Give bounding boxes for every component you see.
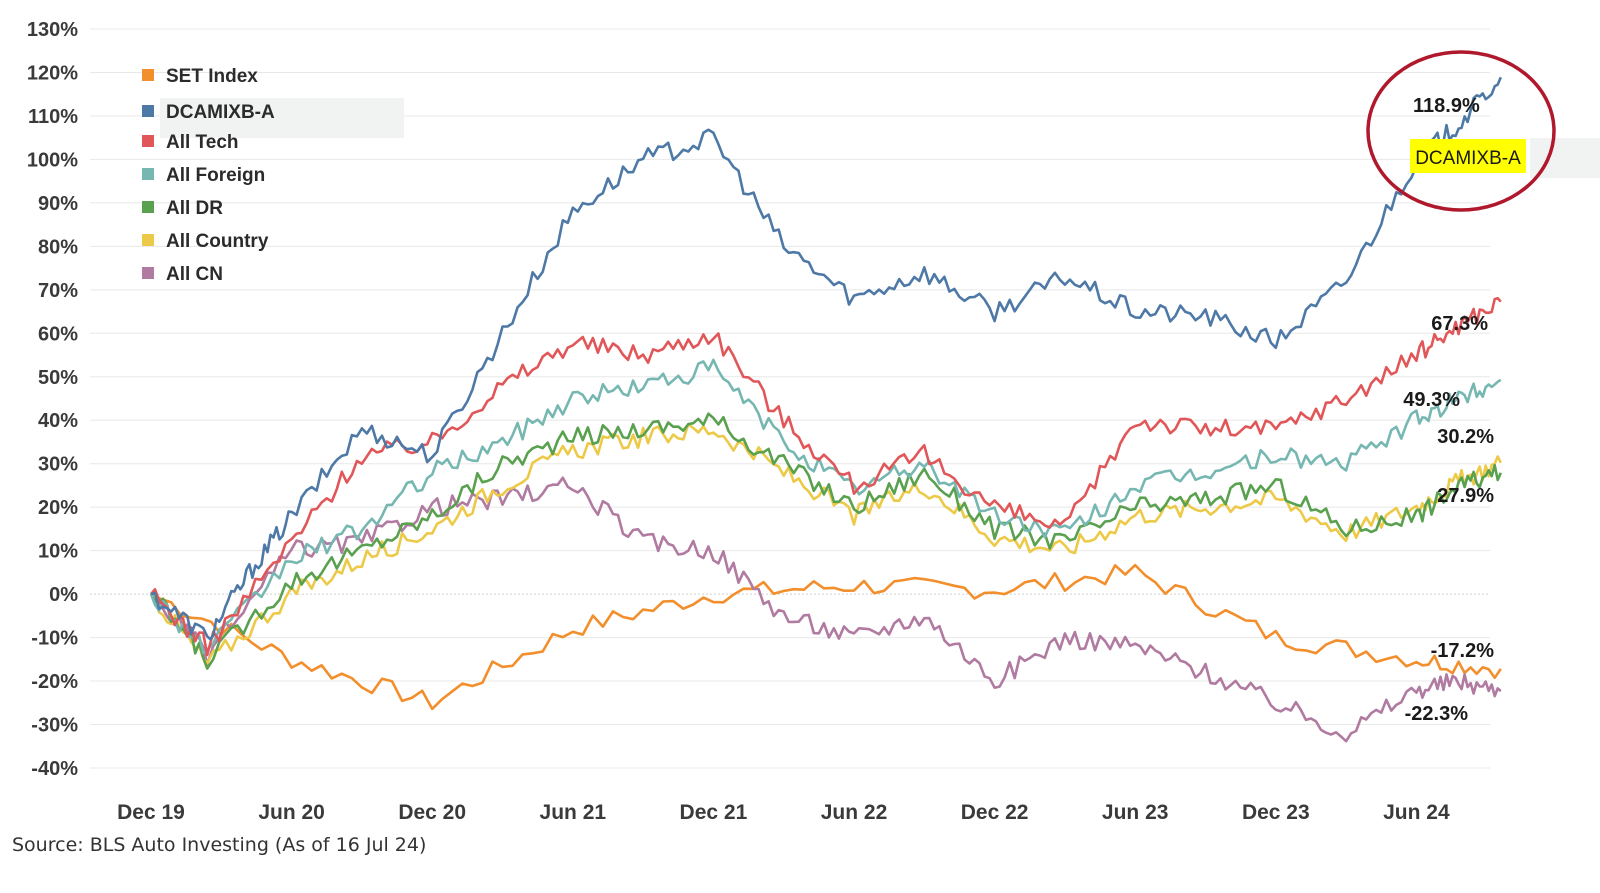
x-tick-label: Dec 19 [117, 801, 185, 824]
x-tick-label: Dec 22 [961, 801, 1029, 824]
series-line-all-dr [149, 412, 1502, 670]
x-tick-label: Jun 21 [540, 801, 607, 824]
legend-swatch [142, 267, 154, 279]
legend-label: All DR [166, 198, 223, 219]
legend-label: All Country [166, 231, 269, 252]
legend: SET Index DCAMIXB-A All Tech All Foreign All… [142, 66, 404, 285]
y-axis-ticks: 130% 120% 110% 100% 90% 80% 70% 60% 50% 40% 30% 20%… [27, 19, 78, 780]
series-line-dcamixb-a [150, 76, 1502, 641]
y-tick-label: 120% [27, 62, 78, 84]
y-tick-label: 80% [38, 236, 78, 258]
x-tick-label: Dec 23 [1242, 801, 1310, 824]
x-tick-label: Jun 23 [1102, 801, 1169, 824]
series-lines [149, 76, 1502, 743]
x-axis-ticks: Dec 19 Jun 20 Dec 20 Jun 21 Dec 21 Jun 22 Dec … [117, 801, 1450, 824]
y-tick-label: 0% [49, 584, 78, 606]
end-label: 49.3% [1403, 389, 1460, 411]
legend-label: All Foreign [166, 165, 265, 186]
legend-swatch [142, 201, 154, 213]
legend-label: SET Index [166, 66, 258, 87]
y-tick-label: 40% [38, 410, 78, 432]
x-tick-label: Jun 20 [258, 801, 325, 824]
end-label: 30.2% [1437, 426, 1494, 448]
y-tick-label: 10% [38, 541, 78, 563]
x-tick-label: Dec 21 [680, 801, 748, 824]
highlight-circle [1366, 50, 1556, 212]
legend-swatch [142, 135, 154, 147]
legend-label: All CN [166, 264, 223, 285]
legend-label: All Tech [166, 132, 239, 153]
x-tick-label: Dec 20 [398, 801, 466, 824]
series-line-all-cn [150, 476, 1502, 743]
grid-lines [90, 28, 1490, 769]
end-label: -17.2% [1431, 640, 1495, 662]
end-label: 118.9% [1413, 95, 1480, 117]
y-tick-label: -30% [31, 715, 78, 737]
x-tick-label: Jun 22 [821, 801, 888, 824]
end-labels: -17.2% 118.9% 67.3% 49.3% 27.9% 30.2% -22.3% [1403, 95, 1494, 725]
y-tick-label: 50% [38, 367, 78, 389]
y-tick-label: 30% [38, 454, 78, 476]
y-tick-label: -40% [31, 758, 78, 780]
series-line-all-foreign [149, 358, 1502, 655]
series-line-all-tech [150, 296, 1502, 657]
highlight-annotation: DCAMIXB-A [1366, 50, 1600, 212]
highlight-label-bg [1410, 139, 1526, 173]
y-tick-label: 70% [38, 280, 78, 302]
y-tick-label: 60% [38, 323, 78, 345]
y-tick-label: 90% [38, 193, 78, 215]
y-tick-label: 130% [27, 19, 78, 41]
y-tick-label: 110% [28, 106, 78, 128]
legend-label: DCAMIXB-A [166, 102, 275, 123]
end-label: -22.3% [1405, 703, 1469, 725]
end-label: 27.9% [1437, 485, 1494, 507]
x-tick-label: Jun 24 [1383, 801, 1450, 824]
legend-swatch [142, 105, 154, 117]
highlight-label: DCAMIXB-A [1415, 148, 1521, 169]
legend-highlight-bg [160, 98, 404, 138]
series-line-set-index [150, 563, 1502, 711]
series-line-all-country [150, 422, 1502, 665]
legend-swatch [142, 69, 154, 81]
end-label: 67.3% [1431, 313, 1488, 335]
y-tick-label: 20% [38, 497, 78, 519]
y-tick-label: -20% [31, 671, 78, 693]
legend-swatch [142, 168, 154, 180]
legend-swatch [142, 234, 154, 246]
y-tick-label: 100% [27, 149, 78, 171]
y-tick-label: -10% [31, 628, 78, 650]
source-note: Source: BLS Auto Investing (As of 16 Jul… [12, 834, 427, 856]
